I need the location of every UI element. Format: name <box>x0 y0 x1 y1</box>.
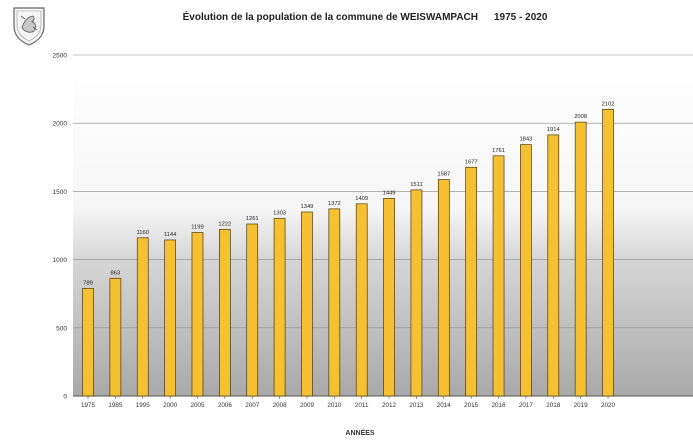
bar-data-label: 1409 <box>355 196 368 202</box>
x-tick-label: 1985 <box>108 402 123 409</box>
x-tick-label: 2007 <box>245 402 260 409</box>
bar-data-label: 1449 <box>383 190 396 196</box>
x-tick-label: 2012 <box>382 402 397 409</box>
x-tick-label: 2008 <box>273 402 288 409</box>
bar <box>82 288 94 397</box>
x-tick-label: 2015 <box>464 402 479 409</box>
bar-data-label: 1761 <box>492 148 505 154</box>
bar-data-label: 2008 <box>574 114 587 120</box>
bar <box>109 277 122 397</box>
x-tick-label: 1975 <box>81 402 96 409</box>
x-tick-label: 2016 <box>492 402 507 409</box>
bar-data-label: 1677 <box>465 159 478 165</box>
bar <box>492 155 505 397</box>
bar-data-label: 1261 <box>246 216 259 222</box>
y-tick-label: 2500 <box>53 53 68 60</box>
bar-data-label: 1199 <box>191 224 203 230</box>
bar-data-label: 863 <box>111 270 121 276</box>
y-tick-label: 2000 <box>53 121 68 128</box>
chart-period: 1975 - 2020 <box>494 12 548 23</box>
bar <box>355 203 368 397</box>
bar <box>574 121 587 397</box>
bar <box>602 108 614 397</box>
bar <box>164 239 176 397</box>
x-tick-label: 2006 <box>218 402 233 409</box>
y-axis: 0 500 1000 1500 2000 2500 <box>53 53 68 401</box>
bar-data-label: 1349 <box>301 204 314 210</box>
bar-data-label: 1372 <box>328 201 341 207</box>
y-tick-label: 1000 <box>53 257 68 264</box>
chart-title: Évolution de la population de la commune… <box>150 12 580 23</box>
x-tick-label: 2017 <box>519 402 534 409</box>
bar <box>520 144 532 397</box>
bar-data-label: 1914 <box>547 127 561 133</box>
bar-data-label: 1511 <box>410 182 422 188</box>
bar <box>547 134 560 397</box>
bar <box>219 228 231 397</box>
bar <box>191 232 204 397</box>
bar-data-label: 1222 <box>218 221 231 227</box>
bar <box>273 217 286 397</box>
x-tick-label: 1995 <box>136 402 151 409</box>
bar-data-label: 1303 <box>273 210 286 216</box>
bar <box>437 179 450 397</box>
bar-data-label: 1160 <box>137 230 149 236</box>
y-tick-label: 1500 <box>53 189 68 196</box>
x-tick-label: 2019 <box>574 402 589 409</box>
bar-data-label: 1587 <box>437 172 450 178</box>
chart-title-text: Évolution de la population de la commune… <box>182 12 478 23</box>
x-tick-label: 2020 <box>601 402 616 409</box>
bar-data-label: 1843 <box>519 137 532 143</box>
bar-data-label: 1144 <box>164 232 177 238</box>
gridlines <box>73 54 693 397</box>
x-tick-label: 2011 <box>355 402 369 409</box>
x-tick-label: 2009 <box>300 402 315 409</box>
commune-crest-logo <box>13 7 45 46</box>
x-axis-title: ANNÉES <box>345 430 375 437</box>
x-tick-label: 2005 <box>190 402 205 409</box>
bar-data-label: 789 <box>83 280 93 286</box>
plot-area <box>73 55 693 396</box>
bar-data-label: 2102 <box>602 101 615 107</box>
bar <box>410 189 423 397</box>
y-tick-label: 0 <box>63 394 67 401</box>
bar <box>328 208 341 397</box>
x-tick-label: 2013 <box>409 402 424 409</box>
x-tick-label: 2010 <box>327 402 342 409</box>
x-axis: 1975 1985 1995 2000 2005 2006 2007 2008 2009 2010… <box>81 396 616 409</box>
x-tick-label: 2000 <box>163 402 178 409</box>
x-tick-label: 2018 <box>546 402 561 409</box>
bar <box>246 223 259 397</box>
x-tick-label: 2014 <box>437 402 452 409</box>
bar <box>301 211 313 397</box>
y-tick-label: 500 <box>56 325 67 332</box>
bar <box>136 237 149 397</box>
bar <box>383 198 395 397</box>
bars: 789 863 1160 1144 1199 1222 1261 1303 1349 1372 14… <box>82 101 615 397</box>
bar <box>465 166 478 397</box>
